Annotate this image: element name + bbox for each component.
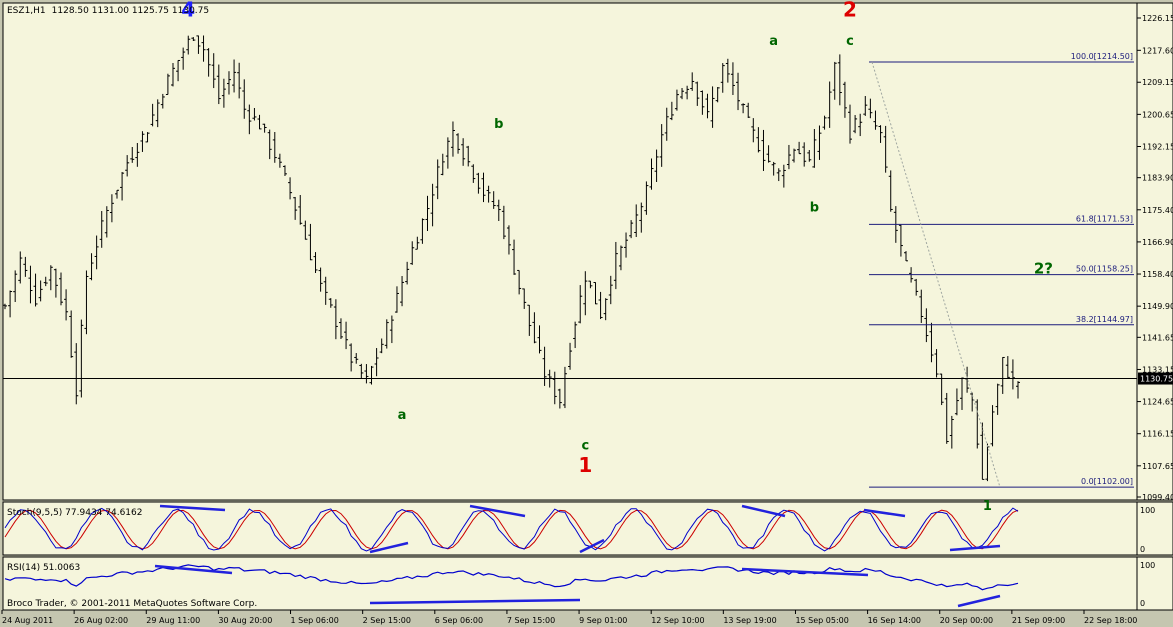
time-tick-label: 9 Sep 01:00 <box>579 616 627 625</box>
price-tick-label: 1158.40 <box>1142 270 1173 279</box>
wave-label: a <box>398 408 407 423</box>
wave-label: 2? <box>1034 260 1053 278</box>
wave-label: c <box>581 438 589 453</box>
price-tick-label: 1149.90 <box>1142 302 1173 311</box>
price-tick-label: 1209.15 <box>1142 78 1173 87</box>
rsi-axis <box>1136 556 1173 611</box>
time-tick-label: 21 Sep 09:00 <box>1012 616 1065 625</box>
price-tick-label: 1192.15 <box>1142 142 1173 151</box>
rsi-trendline <box>154 564 233 575</box>
stoch-axis-0: 0 <box>1140 545 1145 554</box>
stoch-main-line <box>4 507 1019 552</box>
fib-level-label: 61.8[1171.53] <box>1076 214 1133 223</box>
stoch-trendline <box>469 504 526 518</box>
fib-level-label: 0.0[1102.00] <box>1081 477 1133 486</box>
fib-trendline <box>871 61 1001 488</box>
stochastic-label: Stoch(9,5,5) 77.9434 74.6162 <box>7 508 142 518</box>
wave-label: 1 <box>578 453 592 477</box>
stoch-trendline <box>369 541 409 554</box>
price-tick-label: 1133.15 <box>1142 365 1173 374</box>
time-tick-label: 29 Aug 11:00 <box>146 616 200 625</box>
wave-label: 2 <box>843 0 857 22</box>
time-tick-label: 15 Sep 05:00 <box>795 616 848 625</box>
main-price-panel[interactable] <box>2 2 1138 501</box>
stochastic-lines <box>4 504 1019 554</box>
current-price-tag <box>1138 372 1173 385</box>
price-tick-label: 1116.15 <box>1142 430 1173 439</box>
time-tick-label: 13 Sep 19:00 <box>723 616 776 625</box>
rsi-trendline <box>369 598 581 605</box>
wave-label: 1 <box>983 499 992 514</box>
price-tick-label: 1175.40 <box>1142 206 1173 215</box>
price-tick-label: 1141.65 <box>1142 333 1173 342</box>
time-tick-label: 2 Sep 15:00 <box>363 616 411 625</box>
rsi-line-path <box>4 564 1019 591</box>
rsi-line <box>4 564 1019 608</box>
stoch-trendline <box>863 508 906 518</box>
price-tick-label: 1107.65 <box>1142 462 1173 471</box>
fibonacci-retracement[interactable]: 100.0[1214.50] 61.8[1171.53] 50.0[1158.25]… <box>869 52 1134 488</box>
time-tick-label: 26 Aug 02:00 <box>74 616 128 625</box>
stoch-trendline <box>949 544 1001 552</box>
rsi-trendline <box>741 567 869 577</box>
time-tick-label: 16 Sep 14:00 <box>868 616 921 625</box>
price-tick-label: 1217.60 <box>1142 46 1173 55</box>
wave-label: c <box>846 34 854 49</box>
price-tick-label: 1200.65 <box>1142 110 1173 119</box>
symbol-header: ESZ1,H1 1128.50 1131.00 1125.75 1130.75 <box>7 6 209 16</box>
rsi-axis-100: 100 <box>1140 561 1155 570</box>
price-tick-label: 1166.90 <box>1142 238 1173 247</box>
time-tick-label: 24 Aug 2011 <box>2 616 53 625</box>
price-tick-label: 1124.65 <box>1142 398 1173 407</box>
time-tick-label: 20 Sep 00:00 <box>940 616 993 625</box>
wave-label: b <box>494 117 503 132</box>
time-tick-label: 6 Sep 06:00 <box>435 616 483 625</box>
time-tick-label: 1 Sep 06:00 <box>291 616 339 625</box>
fib-level-label: 100.0[1214.50] <box>1071 52 1133 61</box>
stoch-signal-line <box>4 509 1019 550</box>
stochastic-panel[interactable] <box>2 501 1138 556</box>
price-tick-label: 1099.40 <box>1142 493 1173 502</box>
current-price-text: 1130.75 <box>1140 375 1173 384</box>
rsi-label: RSI(14) 51.0063 <box>7 563 80 573</box>
rsi-axis-0: 0 <box>1140 599 1145 608</box>
stoch-trendline <box>159 504 226 512</box>
price-axis-labels: 1226.15 1217.60 1209.15 1200.65 1192.15 1183.… <box>1137 14 1173 502</box>
copyright-text: Broco Trader, © 2001-2011 MetaQuotes Sof… <box>7 599 257 609</box>
wave-label: 4 <box>181 0 195 22</box>
time-tick-label: 30 Aug 20:00 <box>218 616 272 625</box>
stochastic-axis <box>1136 501 1173 556</box>
time-axis-labels: 24 Aug 2011 26 Aug 02:00 29 Aug 11:00 30 Au… <box>1 610 1137 625</box>
stoch-axis-100: 100 <box>1140 506 1155 515</box>
fib-level-label: 38.2[1144.97] <box>1076 315 1133 324</box>
price-axis <box>1136 2 1173 501</box>
price-tick-label: 1226.15 <box>1142 14 1173 23</box>
stoch-trendline <box>579 538 605 554</box>
time-tick-label: 12 Sep 10:00 <box>651 616 704 625</box>
stoch-trendline <box>741 504 786 518</box>
time-tick-label: 7 Sep 15:00 <box>507 616 555 625</box>
time-tick-label: 22 Sep 18:00 <box>1084 616 1137 625</box>
price-tick-label: 1183.90 <box>1142 174 1173 183</box>
wave-label: b <box>810 200 819 215</box>
rsi-trendline <box>957 594 1001 608</box>
wave-label: a <box>769 34 778 49</box>
fib-level-label: 50.0[1158.25] <box>1076 265 1133 274</box>
